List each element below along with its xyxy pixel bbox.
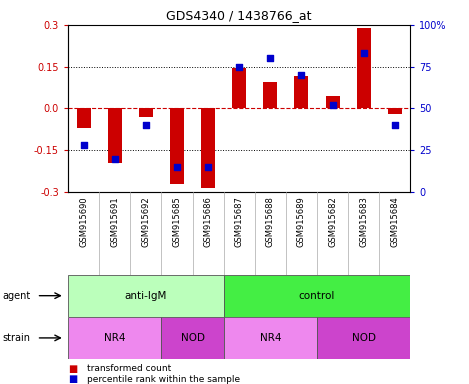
- Point: [329, 102, 336, 108]
- Text: GSM915683: GSM915683: [359, 196, 368, 247]
- Text: GSM915688: GSM915688: [266, 196, 275, 247]
- Bar: [68, 275, 224, 317]
- Text: agent: agent: [2, 291, 30, 301]
- Bar: [224, 317, 317, 359]
- Title: GDS4340 / 1438766_at: GDS4340 / 1438766_at: [166, 9, 312, 22]
- Point: [111, 156, 119, 162]
- Point: [360, 50, 367, 56]
- Text: GSM915687: GSM915687: [234, 196, 244, 247]
- Bar: [317, 317, 410, 359]
- Text: GSM915689: GSM915689: [297, 196, 306, 247]
- Text: NR4: NR4: [104, 333, 125, 343]
- Text: GSM915686: GSM915686: [204, 196, 212, 247]
- Bar: [357, 28, 371, 109]
- Text: GSM915684: GSM915684: [390, 196, 399, 247]
- Text: GSM915690: GSM915690: [79, 196, 88, 247]
- Bar: [325, 96, 340, 109]
- Bar: [201, 109, 215, 188]
- Point: [204, 164, 212, 170]
- Text: control: control: [299, 291, 335, 301]
- Bar: [388, 109, 402, 114]
- Text: NOD: NOD: [352, 333, 376, 343]
- Point: [391, 122, 399, 128]
- Text: anti-IgM: anti-IgM: [125, 291, 167, 301]
- Point: [298, 72, 305, 78]
- Text: NOD: NOD: [181, 333, 204, 343]
- Point: [80, 142, 87, 148]
- Point: [173, 164, 181, 170]
- Bar: [170, 109, 184, 184]
- Text: percentile rank within the sample: percentile rank within the sample: [87, 375, 240, 384]
- Point: [235, 64, 243, 70]
- Text: ■: ■: [68, 364, 77, 374]
- Bar: [68, 317, 161, 359]
- Bar: [161, 317, 224, 359]
- Text: ■: ■: [68, 374, 77, 384]
- Bar: [76, 109, 91, 128]
- Bar: [263, 82, 277, 109]
- Text: NR4: NR4: [259, 333, 281, 343]
- Bar: [295, 76, 309, 109]
- Text: transformed count: transformed count: [87, 364, 171, 373]
- Text: GSM915685: GSM915685: [173, 196, 182, 247]
- Text: GSM915691: GSM915691: [110, 196, 119, 247]
- Bar: [224, 275, 410, 317]
- Text: strain: strain: [2, 333, 30, 343]
- Text: GSM915692: GSM915692: [141, 196, 151, 247]
- Text: GSM915682: GSM915682: [328, 196, 337, 247]
- Point: [142, 122, 150, 128]
- Bar: [108, 109, 121, 163]
- Point: [266, 55, 274, 61]
- Bar: [232, 68, 246, 109]
- Bar: [139, 109, 153, 117]
